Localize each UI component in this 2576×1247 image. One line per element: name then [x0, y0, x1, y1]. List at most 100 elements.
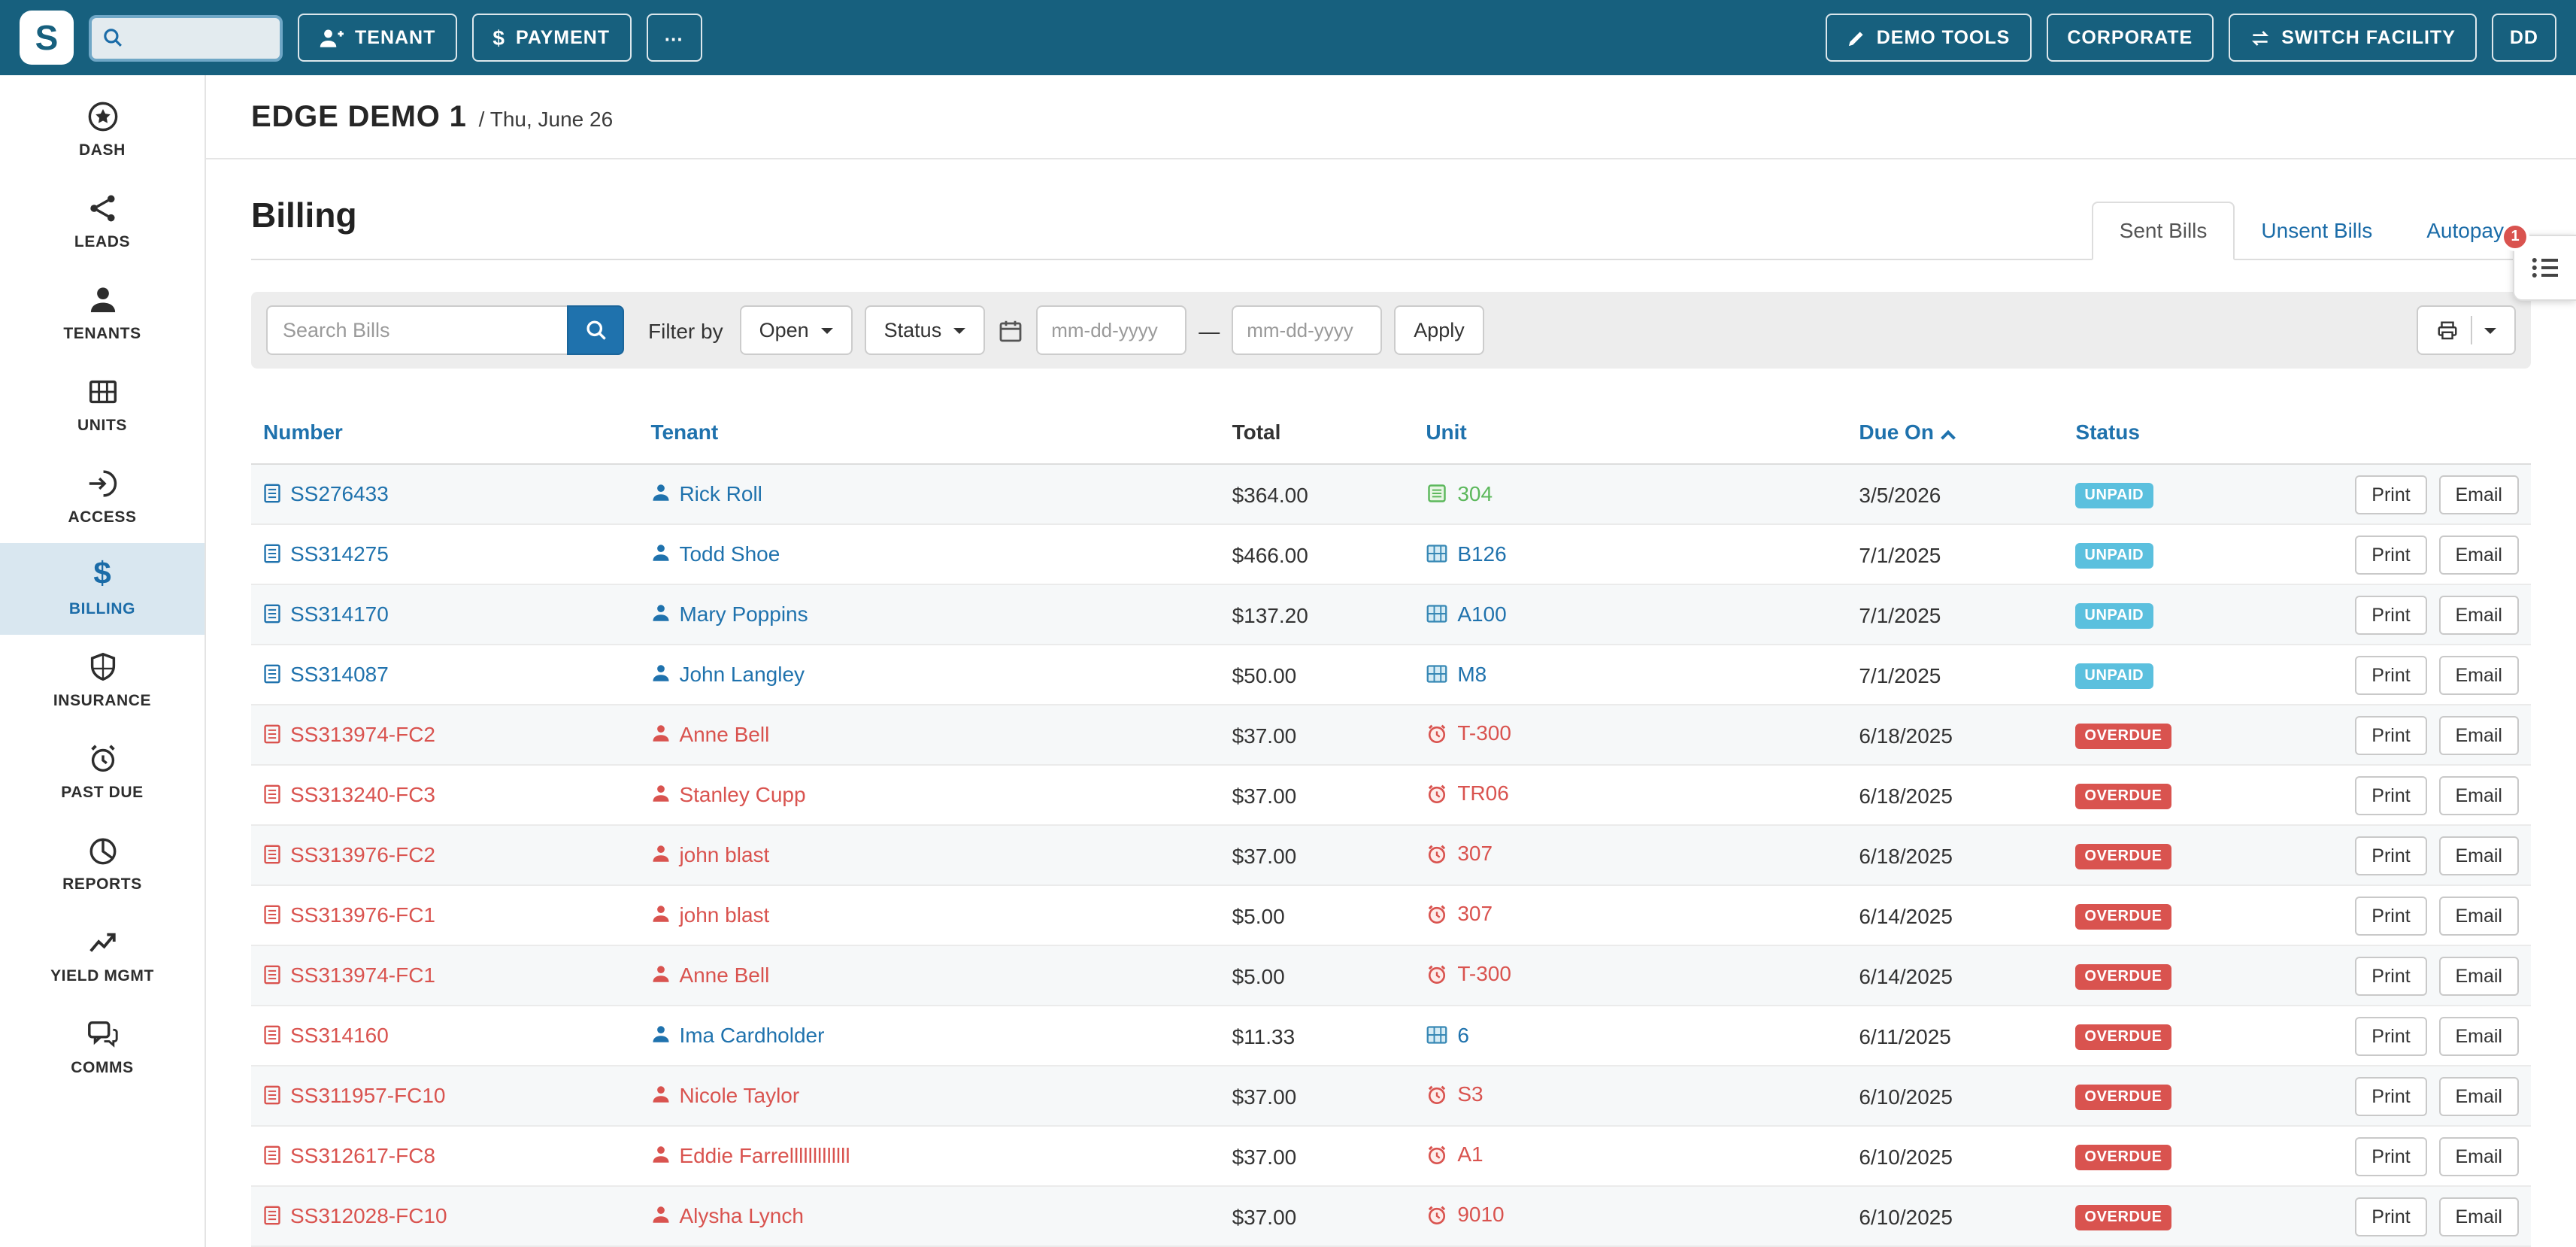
email-button[interactable]: Email: [2438, 956, 2519, 995]
tenant-link[interactable]: Anne Bell: [650, 963, 769, 987]
bills-search-input[interactable]: [266, 305, 567, 355]
sidebar-item-yield-mgmt[interactable]: YIELD MGMT: [0, 910, 205, 1002]
print-button[interactable]: Print: [2355, 896, 2427, 935]
sidebar-item-access[interactable]: ACCESS: [0, 451, 205, 543]
bill-number-link[interactable]: SS313974-FC1: [263, 962, 435, 986]
tenant-link[interactable]: john blast: [650, 842, 769, 866]
bill-number-link[interactable]: SS313976-FC1: [263, 902, 435, 926]
sidebar-item-reports[interactable]: REPORTS: [0, 818, 205, 910]
user-menu-button[interactable]: DD: [2491, 14, 2556, 62]
print-button[interactable]: Print: [2355, 595, 2427, 634]
bill-number-link[interactable]: SS311957-FC10: [263, 1082, 446, 1106]
unit-link[interactable]: S3: [1426, 1082, 1483, 1106]
tenant-link[interactable]: Todd Shoe: [650, 542, 780, 566]
email-button[interactable]: Email: [2438, 1076, 2519, 1115]
print-button[interactable]: Print: [2355, 1076, 2427, 1115]
email-button[interactable]: Email: [2438, 836, 2519, 875]
sidebar-item-leads[interactable]: LEADS: [0, 176, 205, 268]
email-button[interactable]: Email: [2438, 535, 2519, 574]
payment-button[interactable]: $ PAYMENT: [471, 14, 632, 62]
bill-number-link[interactable]: SS313240-FC3: [263, 781, 435, 806]
add-tenant-button[interactable]: TENANT: [298, 14, 457, 62]
unit-link[interactable]: A1: [1426, 1142, 1483, 1167]
task-list-button[interactable]: 1: [2501, 223, 2576, 301]
date-from-input[interactable]: [1036, 305, 1187, 355]
print-button[interactable]: Print: [2355, 475, 2427, 514]
unit-link[interactable]: T-300: [1426, 962, 1511, 986]
bill-number-link[interactable]: SS313974-FC2: [263, 721, 435, 745]
apply-filters-button[interactable]: Apply: [1394, 305, 1484, 355]
bill-number-link[interactable]: SS313976-FC2: [263, 842, 435, 866]
print-button[interactable]: Print: [2355, 535, 2427, 574]
bill-number-link[interactable]: SS314275: [263, 541, 389, 565]
print-button[interactable]: Print: [2355, 1136, 2427, 1176]
column-header-unit[interactable]: Unit: [1426, 420, 1467, 444]
tab-unsent-bills[interactable]: Unsent Bills: [2261, 218, 2373, 242]
unit-link[interactable]: A100: [1426, 601, 1507, 625]
open-filter-dropdown[interactable]: Open: [739, 305, 853, 355]
sidebar-item-comms[interactable]: COMMS: [0, 1002, 205, 1094]
bill-number-link[interactable]: SS314170: [263, 601, 389, 625]
switch-facility-button[interactable]: SWITCH FACILITY: [2229, 14, 2477, 62]
print-dropdown-button[interactable]: [2417, 305, 2516, 355]
tenant-link[interactable]: Rick Roll: [650, 481, 762, 505]
tenant-link[interactable]: Anne Bell: [650, 722, 769, 746]
email-button[interactable]: Email: [2438, 896, 2519, 935]
print-button[interactable]: Print: [2355, 655, 2427, 694]
unit-link[interactable]: 6: [1426, 1022, 1469, 1046]
status-filter-dropdown[interactable]: Status: [864, 305, 986, 355]
email-button[interactable]: Email: [2438, 1016, 2519, 1055]
tenant-link[interactable]: Alysha Lynch: [650, 1203, 804, 1227]
tab-autopay[interactable]: Autopay: [2426, 218, 2504, 242]
email-button[interactable]: Email: [2438, 715, 2519, 754]
global-search-input[interactable]: [132, 26, 269, 49]
email-button[interactable]: Email: [2438, 655, 2519, 694]
unit-link[interactable]: TR06: [1426, 781, 1509, 806]
tenant-link[interactable]: Eddie Farrelllllllllllll: [650, 1143, 850, 1167]
bill-number-link[interactable]: SS312617-FC8: [263, 1142, 435, 1167]
tenant-link[interactable]: john blast: [650, 903, 769, 927]
tenant-link[interactable]: Mary Poppins: [650, 602, 808, 626]
email-button[interactable]: Email: [2438, 595, 2519, 634]
corporate-button[interactable]: CORPORATE: [2046, 14, 2214, 62]
email-button[interactable]: Email: [2438, 1197, 2519, 1236]
bills-search-button[interactable]: [567, 305, 624, 355]
bill-number-link[interactable]: SS314160: [263, 1022, 389, 1046]
tab-sent-bills[interactable]: Sent Bills: [2092, 202, 2235, 260]
sidebar-item-past-due[interactable]: PAST DUE: [0, 727, 205, 818]
sidebar-item-insurance[interactable]: INSURANCE: [0, 635, 205, 727]
demo-tools-button[interactable]: DEMO TOOLS: [1825, 14, 2032, 62]
tenant-link[interactable]: Stanley Cupp: [650, 782, 806, 806]
tenant-link[interactable]: John Langley: [650, 662, 805, 686]
unit-link[interactable]: M8: [1426, 661, 1487, 685]
column-header-number[interactable]: Number: [263, 420, 343, 444]
email-button[interactable]: Email: [2438, 1136, 2519, 1176]
unit-link[interactable]: 304: [1426, 481, 1493, 505]
email-button[interactable]: Email: [2438, 775, 2519, 815]
unit-link[interactable]: T-300: [1426, 721, 1511, 745]
print-button[interactable]: Print: [2355, 1016, 2427, 1055]
column-header-due-on[interactable]: Due On: [1859, 420, 1956, 445]
more-actions-button[interactable]: ⋯: [646, 14, 702, 62]
sidebar-item-billing[interactable]: $ BILLING: [0, 543, 205, 635]
unit-link[interactable]: 307: [1426, 842, 1493, 866]
sidebar-item-units[interactable]: UNITS: [0, 360, 205, 451]
bill-number-link[interactable]: SS312028-FC10: [263, 1203, 447, 1227]
tenant-link[interactable]: Ima Cardholder: [650, 1023, 824, 1047]
email-button[interactable]: Email: [2438, 475, 2519, 514]
bill-number-link[interactable]: SS314087: [263, 661, 389, 685]
app-logo[interactable]: S: [20, 11, 74, 65]
unit-link[interactable]: B126: [1426, 541, 1507, 565]
column-header-tenant[interactable]: Tenant: [650, 420, 719, 444]
unit-link[interactable]: 307: [1426, 902, 1493, 926]
print-button[interactable]: Print: [2355, 956, 2427, 995]
sidebar-item-dash[interactable]: DASH: [0, 84, 205, 176]
print-button[interactable]: Print: [2355, 1197, 2427, 1236]
print-button[interactable]: Print: [2355, 775, 2427, 815]
unit-link[interactable]: 9010: [1426, 1203, 1505, 1227]
bill-number-link[interactable]: SS276433: [263, 481, 389, 505]
sidebar-item-tenants[interactable]: TENANTS: [0, 268, 205, 360]
tenant-link[interactable]: Nicole Taylor: [650, 1083, 799, 1107]
column-header-status[interactable]: Status: [2075, 420, 2140, 444]
date-to-input[interactable]: [1232, 305, 1383, 355]
